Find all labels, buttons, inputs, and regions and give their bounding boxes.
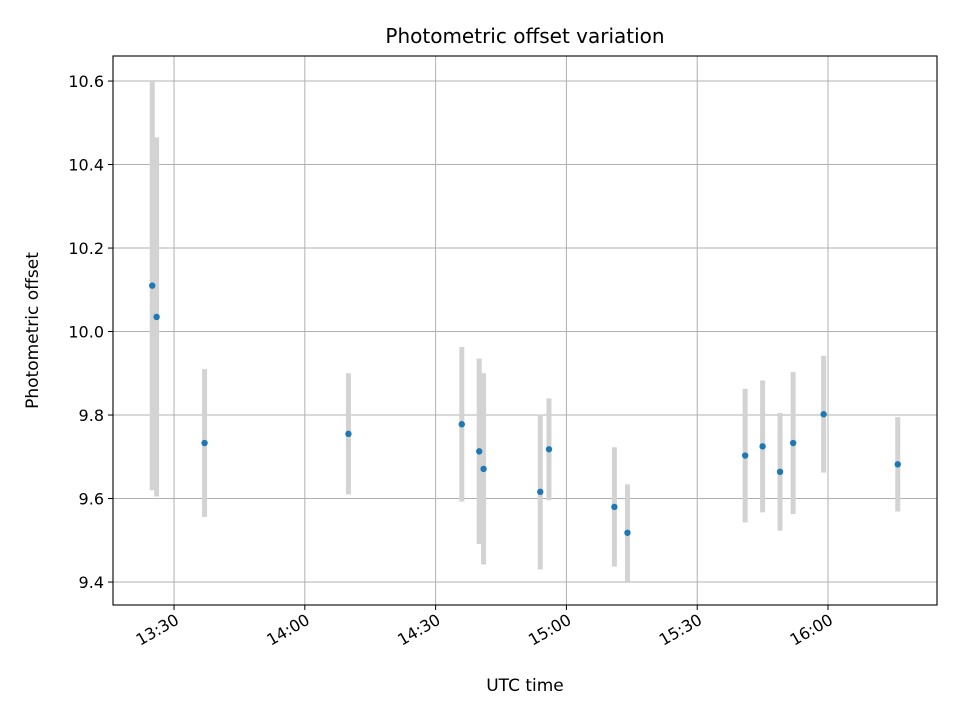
y-tick-label: 9.4 <box>79 573 104 592</box>
x-tick-label: 16:00 <box>787 610 836 650</box>
data-point <box>894 461 901 468</box>
data-point <box>149 282 156 289</box>
data-point <box>545 446 553 453</box>
grid <box>113 56 937 605</box>
y-axis-ticks: 9.4 9.6 9.8 10.0 10.2 10.4 10.6 <box>68 72 113 592</box>
data-point <box>480 465 487 473</box>
y-tick-label: 10.4 <box>68 156 104 175</box>
data-point <box>776 468 784 476</box>
x-axis-title: UTC time <box>486 676 564 696</box>
y-tick-label: 10.0 <box>68 323 104 342</box>
x-tick-label: 15:30 <box>656 610 705 650</box>
plot-frame <box>112 55 938 606</box>
data-point <box>820 411 827 418</box>
chart-title: Photometric offset variation <box>385 24 664 48</box>
data-point <box>201 439 208 447</box>
data-point <box>537 488 544 496</box>
x-tick-label: 15:00 <box>525 610 574 650</box>
y-tick-label: 10.2 <box>68 239 104 258</box>
y-tick-label: 10.6 <box>68 72 104 91</box>
data-point <box>789 439 797 447</box>
data-point <box>345 430 352 438</box>
data-point <box>624 529 631 536</box>
data-points <box>149 282 901 536</box>
data-point <box>458 421 465 428</box>
x-axis-ticks: 13:30 14:00 14:30 15:00 15:30 16:00 <box>133 605 836 650</box>
x-tick-label: 14:30 <box>394 610 443 650</box>
data-point <box>741 452 749 459</box>
y-axis-title: Photometric offset <box>23 252 43 409</box>
y-tick-label: 9.8 <box>79 406 104 425</box>
data-point <box>611 503 618 511</box>
data-point <box>153 313 160 321</box>
data-point <box>759 443 766 450</box>
y-tick-label: 9.6 <box>79 490 104 509</box>
x-tick-label: 14:00 <box>263 610 312 650</box>
data-point <box>476 448 483 455</box>
x-tick-label: 13:30 <box>133 610 182 650</box>
